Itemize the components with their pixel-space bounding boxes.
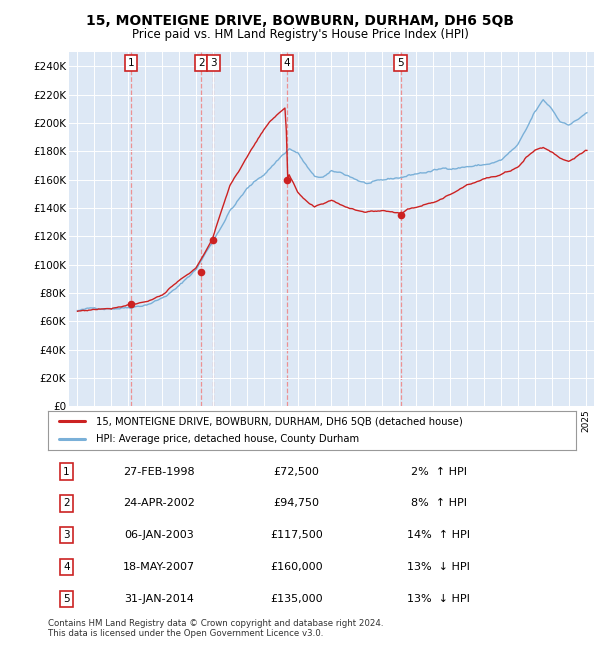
Text: £72,500: £72,500 (273, 467, 319, 476)
Text: 24-APR-2002: 24-APR-2002 (123, 499, 195, 508)
Text: 1: 1 (128, 58, 134, 68)
Text: 18-MAY-2007: 18-MAY-2007 (123, 562, 195, 572)
Text: 13%  ↓ HPI: 13% ↓ HPI (407, 594, 470, 604)
Text: £160,000: £160,000 (270, 562, 322, 572)
Text: 3: 3 (210, 58, 217, 68)
Text: 4: 4 (284, 58, 290, 68)
Text: 15, MONTEIGNE DRIVE, BOWBURN, DURHAM, DH6 5QB: 15, MONTEIGNE DRIVE, BOWBURN, DURHAM, DH… (86, 14, 514, 29)
Text: 2: 2 (63, 499, 70, 508)
Text: 5: 5 (63, 594, 70, 604)
Text: 15, MONTEIGNE DRIVE, BOWBURN, DURHAM, DH6 5QB (detached house): 15, MONTEIGNE DRIVE, BOWBURN, DURHAM, DH… (95, 417, 462, 426)
Text: 31-JAN-2014: 31-JAN-2014 (124, 594, 194, 604)
Text: 2: 2 (198, 58, 205, 68)
Text: 13%  ↓ HPI: 13% ↓ HPI (407, 562, 470, 572)
Text: 1: 1 (63, 467, 70, 476)
Text: 06-JAN-2003: 06-JAN-2003 (124, 530, 194, 540)
Text: 2%  ↑ HPI: 2% ↑ HPI (411, 467, 467, 476)
Text: 3: 3 (63, 530, 70, 540)
Text: 5: 5 (397, 58, 404, 68)
Text: 4: 4 (63, 562, 70, 572)
Text: Contains HM Land Registry data © Crown copyright and database right 2024.
This d: Contains HM Land Registry data © Crown c… (48, 619, 383, 638)
Text: £117,500: £117,500 (270, 530, 323, 540)
Text: 14%  ↑ HPI: 14% ↑ HPI (407, 530, 470, 540)
Text: £94,750: £94,750 (273, 499, 319, 508)
Text: £135,000: £135,000 (270, 594, 322, 604)
Text: HPI: Average price, detached house, County Durham: HPI: Average price, detached house, Coun… (95, 434, 359, 444)
Text: 27-FEB-1998: 27-FEB-1998 (123, 467, 194, 476)
Text: Price paid vs. HM Land Registry's House Price Index (HPI): Price paid vs. HM Land Registry's House … (131, 28, 469, 41)
Text: 8%  ↑ HPI: 8% ↑ HPI (411, 499, 467, 508)
